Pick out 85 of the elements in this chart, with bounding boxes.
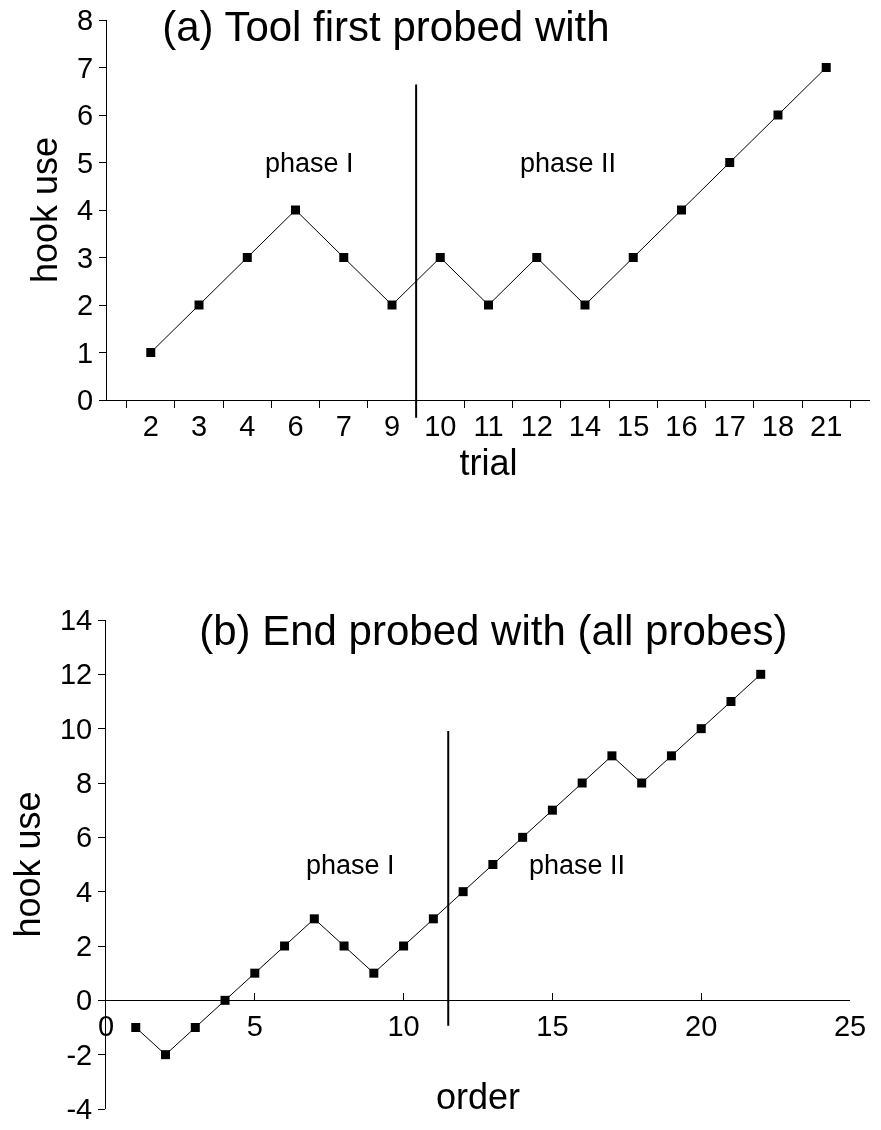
point xyxy=(291,205,301,215)
x-tick-label: 7 xyxy=(335,409,352,442)
x-tick-label: 15 xyxy=(617,409,650,442)
y-tick-label: 5 xyxy=(77,146,94,179)
x-tick-label: 2 xyxy=(142,409,159,442)
point xyxy=(773,110,783,120)
x-tick-label: 17 xyxy=(713,409,746,442)
point xyxy=(666,751,676,761)
point xyxy=(696,724,706,734)
point xyxy=(399,941,409,951)
point xyxy=(194,300,204,310)
y-tick-label: 8 xyxy=(77,4,94,37)
point xyxy=(628,253,638,262)
point xyxy=(339,253,349,262)
x-axis-title: order xyxy=(436,1076,521,1117)
x-tick-label: 11 xyxy=(473,409,504,442)
y-tick-label: 4 xyxy=(77,194,94,227)
point xyxy=(435,253,445,262)
x-tick-label: 9 xyxy=(383,409,401,442)
point xyxy=(161,1050,171,1060)
x-tick-label: 25 xyxy=(833,1010,867,1043)
point xyxy=(821,63,831,72)
x-tick-label: 18 xyxy=(761,409,795,442)
y-tick-label: 2 xyxy=(77,289,94,322)
chart-title: (b) End probed with (all probes) xyxy=(199,607,788,655)
x-tick-label: 21 xyxy=(810,409,843,442)
y-axis-title: hook use xyxy=(6,791,48,938)
point xyxy=(532,253,542,262)
y-tick-label: 6 xyxy=(76,821,93,854)
point xyxy=(756,669,766,679)
point xyxy=(387,300,397,310)
y-tick-label: 1 xyxy=(77,336,94,369)
point xyxy=(488,860,498,869)
point xyxy=(725,158,735,167)
point xyxy=(146,348,156,357)
point xyxy=(428,914,438,924)
y-tick-label: 3 xyxy=(77,241,94,274)
y-axis-title: hook use xyxy=(23,136,65,284)
point xyxy=(131,1023,141,1032)
point xyxy=(339,941,349,951)
x-tick-label: 15 xyxy=(536,1010,569,1043)
point xyxy=(547,805,557,815)
x-tick-label: 20 xyxy=(685,1010,718,1043)
x-tick-label: 14 xyxy=(568,409,602,442)
point xyxy=(577,778,587,788)
y-tick-label: 2 xyxy=(76,930,93,963)
point xyxy=(280,941,290,951)
y-tick-label: 8 xyxy=(76,767,93,800)
point xyxy=(484,300,493,310)
point xyxy=(580,300,590,310)
point xyxy=(309,914,319,924)
x-tick-label: 5 xyxy=(246,1010,263,1043)
point xyxy=(458,887,468,897)
x-tick-label: 6 xyxy=(287,409,304,442)
x-tick-label: 10 xyxy=(424,409,457,442)
x-tick-label: 12 xyxy=(520,409,553,442)
x-axis-title: trial xyxy=(459,441,518,483)
y-tick-label: 7 xyxy=(77,51,94,84)
annotation: phase I xyxy=(265,148,354,178)
point xyxy=(676,205,686,215)
point xyxy=(637,778,647,788)
point xyxy=(369,968,379,978)
x-tick-label: 3 xyxy=(190,409,208,442)
y-tick-label: 10 xyxy=(59,712,93,745)
x-tick-label: 16 xyxy=(665,409,698,442)
y-tick-label: 6 xyxy=(77,99,94,132)
annotation: phase II xyxy=(520,148,617,178)
y-tick-label: 4 xyxy=(76,875,93,908)
x-tick-label: 10 xyxy=(387,1010,420,1043)
annotation: phase II xyxy=(529,850,626,880)
point xyxy=(518,832,528,842)
y-tick-label: 0 xyxy=(77,384,94,417)
y-tick-label: 14 xyxy=(59,604,93,637)
point xyxy=(726,697,736,706)
annotation: phase I xyxy=(306,850,395,880)
y-tick-label: -2 xyxy=(66,1038,93,1071)
point xyxy=(607,751,617,761)
y-tick-label: -4 xyxy=(66,1093,93,1126)
y-tick-label: 12 xyxy=(59,658,93,691)
point xyxy=(250,968,260,978)
y-tick-label: 0 xyxy=(76,984,93,1017)
point xyxy=(242,253,252,262)
chart-title: (a) Tool first probed with xyxy=(162,3,610,51)
x-tick-label: 4 xyxy=(239,409,256,442)
point xyxy=(190,1023,200,1032)
